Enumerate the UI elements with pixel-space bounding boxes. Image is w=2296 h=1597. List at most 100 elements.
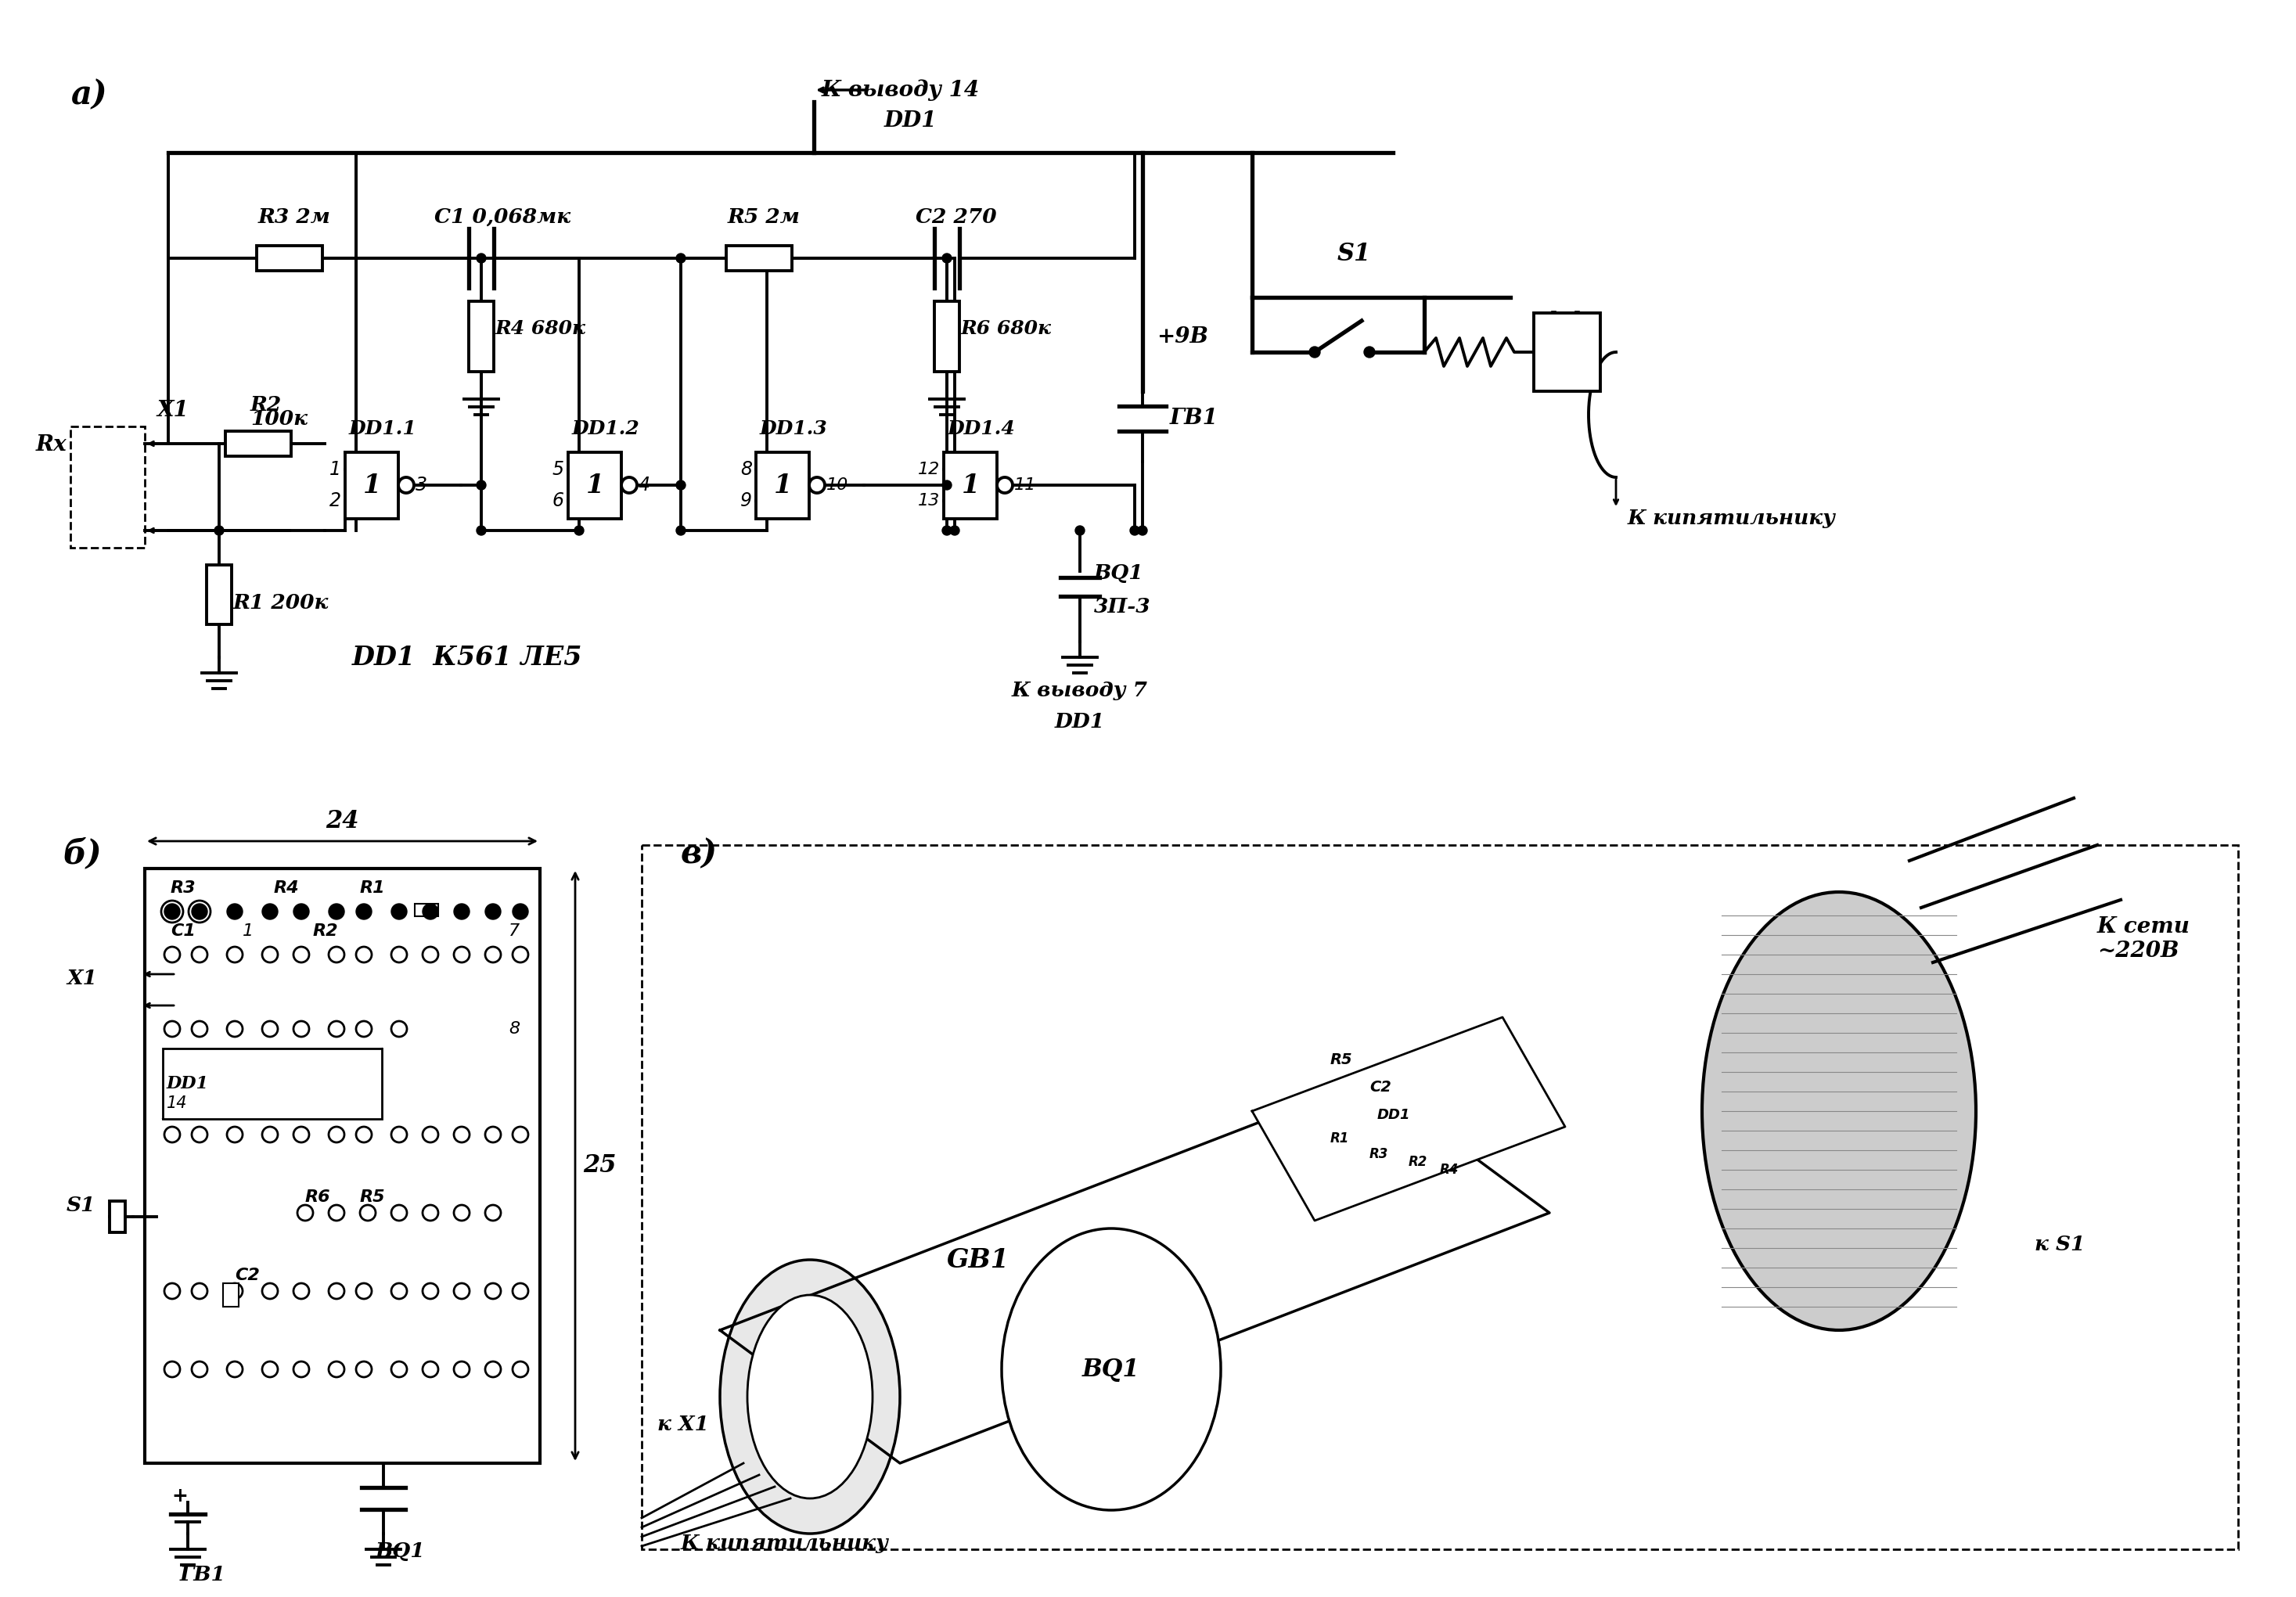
Text: R1: R1	[360, 880, 386, 896]
Text: 3: 3	[416, 476, 427, 495]
Text: R3 2м: R3 2м	[257, 208, 331, 227]
Circle shape	[675, 525, 687, 535]
Text: R6: R6	[305, 1190, 331, 1206]
Circle shape	[422, 1362, 439, 1377]
Text: к Х1: к Х1	[657, 1415, 709, 1434]
Circle shape	[390, 1020, 406, 1036]
Circle shape	[484, 1362, 501, 1377]
Text: К сети
~220В: К сети ~220В	[2096, 917, 2190, 961]
Circle shape	[941, 254, 951, 264]
Circle shape	[478, 481, 487, 490]
Circle shape	[1364, 347, 1375, 358]
Text: 8: 8	[510, 1020, 519, 1036]
Circle shape	[227, 1127, 243, 1142]
Text: C2: C2	[1368, 1080, 1391, 1094]
Text: 13: 13	[918, 493, 939, 508]
Circle shape	[512, 1362, 528, 1377]
Bar	[257, 246, 321, 271]
Text: а): а)	[71, 78, 108, 112]
Text: ВQ1: ВQ1	[377, 1541, 425, 1560]
Circle shape	[1130, 525, 1139, 535]
Circle shape	[262, 1362, 278, 1377]
Circle shape	[328, 1362, 344, 1377]
Circle shape	[165, 1020, 179, 1036]
Text: 1: 1	[243, 923, 253, 939]
Circle shape	[193, 1362, 207, 1377]
Text: К кипятильнику: К кипятильнику	[682, 1533, 889, 1554]
Text: R2: R2	[250, 394, 282, 415]
Text: 3П-3: 3П-3	[1093, 597, 1150, 616]
Ellipse shape	[746, 1295, 872, 1498]
Circle shape	[165, 947, 179, 963]
Circle shape	[622, 478, 636, 493]
Circle shape	[262, 947, 278, 963]
Text: C1: C1	[170, 923, 195, 939]
Text: 1: 1	[774, 473, 792, 498]
Circle shape	[996, 478, 1013, 493]
Bar	[468, 302, 494, 372]
Text: R5: R5	[1329, 1052, 1352, 1067]
Circle shape	[422, 947, 439, 963]
Circle shape	[262, 1127, 278, 1142]
Bar	[145, 869, 540, 1463]
Circle shape	[356, 1362, 372, 1377]
Circle shape	[328, 904, 344, 920]
Text: DD1: DD1	[168, 1075, 209, 1092]
Text: R3: R3	[1368, 1147, 1389, 1161]
Circle shape	[360, 1206, 377, 1220]
Circle shape	[390, 904, 406, 920]
Circle shape	[328, 1206, 344, 1220]
Circle shape	[455, 1206, 468, 1220]
Circle shape	[294, 1020, 310, 1036]
Text: ГВ1: ГВ1	[1171, 409, 1219, 430]
Ellipse shape	[1001, 1228, 1221, 1511]
Circle shape	[356, 1020, 372, 1036]
Circle shape	[941, 481, 951, 490]
Circle shape	[478, 525, 487, 535]
Circle shape	[193, 1127, 207, 1142]
Circle shape	[227, 1284, 243, 1298]
Text: ВQ1: ВQ1	[1093, 564, 1143, 583]
Text: GB1: GB1	[946, 1247, 1010, 1273]
Bar	[567, 452, 622, 519]
Circle shape	[193, 1284, 207, 1298]
Circle shape	[390, 1284, 406, 1298]
Text: 11: 11	[1015, 478, 1035, 493]
Circle shape	[165, 1284, 179, 1298]
Text: 24: 24	[326, 810, 358, 834]
Circle shape	[262, 904, 278, 920]
Text: б): б)	[62, 837, 101, 870]
Circle shape	[328, 1127, 344, 1142]
Text: К кипятильнику: К кипятильнику	[1628, 508, 1837, 529]
Bar	[944, 452, 996, 519]
Text: C2 270: C2 270	[916, 208, 996, 227]
Circle shape	[484, 1284, 501, 1298]
Bar	[755, 452, 808, 519]
Circle shape	[808, 478, 824, 493]
Circle shape	[1075, 525, 1084, 535]
Circle shape	[262, 1284, 278, 1298]
Circle shape	[422, 1284, 439, 1298]
Circle shape	[455, 1127, 468, 1142]
Text: 1: 1	[328, 460, 342, 479]
Circle shape	[422, 1127, 439, 1142]
Circle shape	[512, 1284, 528, 1298]
Text: +9В: +9В	[1157, 326, 1208, 347]
Circle shape	[390, 947, 406, 963]
Circle shape	[356, 904, 372, 920]
Text: К выводу 7: К выводу 7	[1013, 680, 1148, 701]
Text: X1: X1	[156, 401, 188, 422]
Text: 10: 10	[827, 478, 850, 493]
Circle shape	[294, 1362, 310, 1377]
Circle shape	[193, 947, 207, 963]
Text: R1: R1	[1329, 1131, 1350, 1145]
Circle shape	[188, 901, 211, 923]
Ellipse shape	[721, 1260, 900, 1533]
Circle shape	[227, 947, 243, 963]
Bar	[416, 904, 439, 917]
Text: R1 200к: R1 200к	[234, 592, 328, 612]
Bar	[163, 1049, 381, 1119]
Circle shape	[455, 1284, 468, 1298]
Circle shape	[165, 1127, 179, 1142]
Circle shape	[193, 904, 207, 920]
